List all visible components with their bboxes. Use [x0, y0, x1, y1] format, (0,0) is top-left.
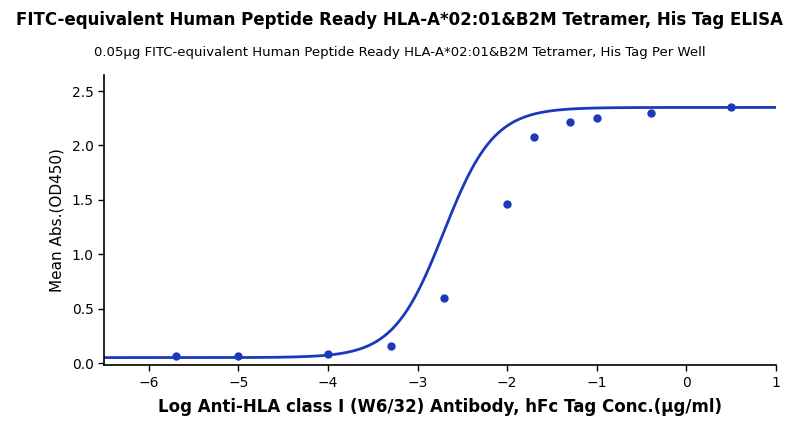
X-axis label: Log Anti-HLA class I (W6/32) Antibody, hFc Tag Conc.(μg/ml): Log Anti-HLA class I (W6/32) Antibody, h… — [158, 398, 722, 416]
Y-axis label: Mean Abs.(OD450): Mean Abs.(OD450) — [50, 148, 65, 292]
Text: 0.05μg FITC-equivalent Human Peptide Ready HLA-A*02:01&B2M Tetramer, His Tag Per: 0.05μg FITC-equivalent Human Peptide Rea… — [94, 46, 706, 59]
Text: FITC-equivalent Human Peptide Ready HLA-A*02:01&B2M Tetramer, His Tag ELISA: FITC-equivalent Human Peptide Ready HLA-… — [17, 11, 783, 29]
